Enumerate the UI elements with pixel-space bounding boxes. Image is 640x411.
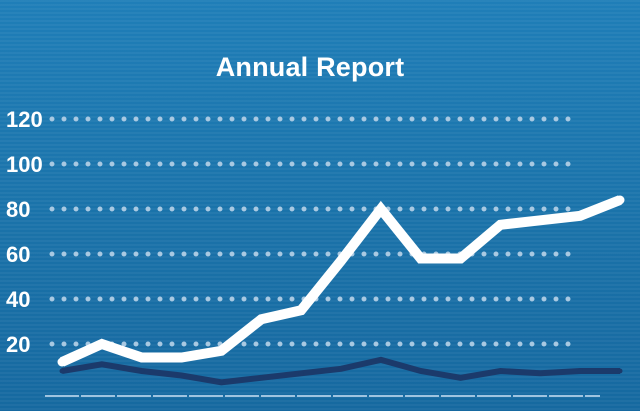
data-point	[416, 254, 426, 263]
data-point	[179, 373, 185, 378]
y-tick-label: 120	[6, 107, 43, 132]
data-point	[336, 256, 346, 266]
data-point	[57, 357, 67, 367]
data-point	[139, 368, 145, 374]
data-point	[177, 353, 187, 362]
data-point	[218, 379, 224, 385]
data-point	[216, 346, 226, 356]
data-point	[537, 370, 543, 376]
data-point	[617, 368, 623, 374]
data-point	[418, 368, 424, 374]
y-tick-label: 100	[6, 152, 43, 177]
data-point	[338, 366, 344, 372]
data-point	[298, 370, 304, 376]
chart-title: Annual Report	[215, 52, 405, 82]
data-point	[376, 204, 386, 214]
y-tick-label: 40	[6, 287, 30, 312]
data-point	[378, 357, 384, 363]
data-point	[258, 375, 264, 381]
data-point	[296, 305, 306, 315]
series-line-1	[59, 195, 622, 367]
data-point	[137, 353, 147, 362]
data-point	[535, 215, 545, 225]
data-point	[59, 368, 65, 374]
data-point	[99, 361, 105, 367]
y-tick-label: 60	[6, 242, 30, 267]
data-point	[497, 368, 503, 374]
data-point	[97, 339, 107, 349]
y-tick-label: 20	[6, 332, 30, 357]
data-point	[577, 368, 583, 374]
data-point	[495, 220, 505, 230]
y-tick-label: 80	[6, 197, 30, 222]
data-point	[256, 314, 266, 324]
data-point	[458, 375, 464, 381]
data-point	[456, 254, 466, 263]
data-point	[615, 195, 625, 205]
data-point	[575, 211, 585, 221]
